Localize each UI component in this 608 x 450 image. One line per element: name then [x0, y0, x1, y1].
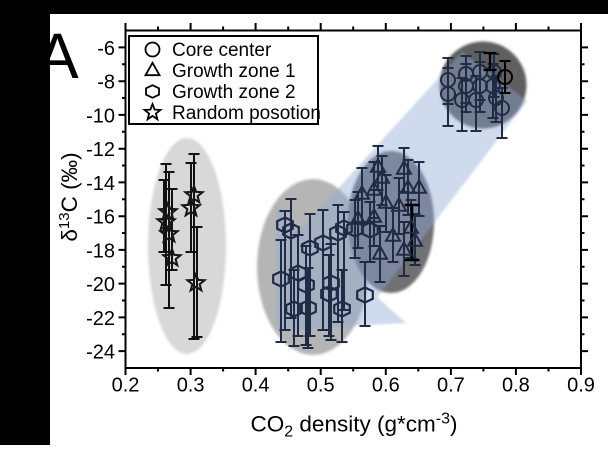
svg-text:Core center: Core center — [172, 40, 272, 61]
svg-text:0.2: 0.2 — [112, 375, 140, 397]
svg-text:0.5: 0.5 — [307, 375, 335, 397]
svg-text:0.9: 0.9 — [567, 375, 595, 397]
svg-text:-14: -14 — [86, 173, 115, 195]
svg-text:-18: -18 — [86, 240, 115, 262]
svg-text:0.6: 0.6 — [372, 375, 400, 397]
svg-text:-16: -16 — [86, 207, 115, 229]
svg-text:Random posotion: Random posotion — [172, 103, 321, 124]
svg-text:-24: -24 — [86, 342, 115, 364]
svg-text:-6: -6 — [97, 38, 115, 60]
svg-text:-10: -10 — [86, 105, 115, 127]
svg-text:-20: -20 — [86, 274, 115, 296]
svg-text:0.3: 0.3 — [177, 375, 205, 397]
svg-text:CO2 density (g*cm-3): CO2 density (g*cm-3) — [251, 411, 458, 441]
svg-text:Growth zone 1: Growth zone 1 — [172, 61, 296, 82]
svg-text:-22: -22 — [86, 308, 115, 330]
svg-text:0.4: 0.4 — [242, 375, 270, 397]
svg-text:Growth zone 2: Growth zone 2 — [172, 82, 296, 103]
svg-text:0.8: 0.8 — [502, 375, 530, 397]
svg-text:0.7: 0.7 — [437, 375, 465, 397]
svg-text:A: A — [36, 20, 79, 92]
svg-text:-8: -8 — [97, 72, 115, 94]
svg-text:-12: -12 — [86, 139, 115, 161]
